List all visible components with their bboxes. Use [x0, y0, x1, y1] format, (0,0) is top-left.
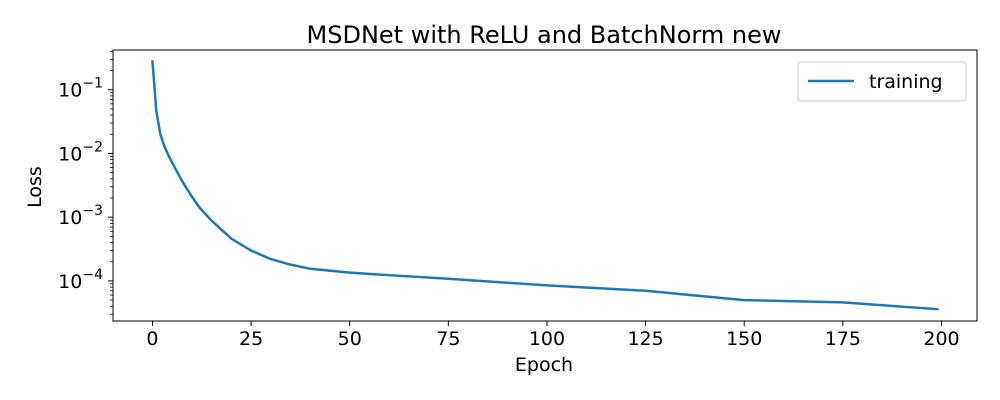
x-axis-label: Epoch [515, 354, 573, 376]
x-tick-label: 175 [825, 328, 861, 350]
legend-label-training: training [869, 71, 943, 93]
x-tick-label: 25 [239, 328, 263, 350]
x-axis: 0 25 50 75 100 125 150 175 200 [146, 321, 960, 350]
plot-frame [112, 49, 978, 322]
y-tick-label: 10−3 [58, 203, 103, 229]
y-tick-label: 10−4 [58, 267, 103, 293]
y-axis: 10−1 10−2 10−3 10−4 [58, 76, 113, 293]
series-layer [151, 59, 939, 311]
legend: training [797, 61, 967, 102]
y-tick-label: 10−1 [58, 76, 103, 102]
x-tick-label: 125 [627, 328, 663, 350]
x-tick-label: 0 [146, 328, 158, 350]
x-tick-label: 200 [923, 328, 959, 350]
series-line-training [151, 59, 939, 311]
chart-title: MSDNet with ReLU and BatchNorm new [307, 21, 782, 49]
legend-box [797, 61, 967, 102]
x-tick-label: 100 [529, 328, 565, 350]
x-tick-label: 50 [338, 328, 362, 350]
y-axis-label: Loss [24, 166, 46, 208]
x-tick-label: 75 [436, 328, 460, 350]
x-tick-label: 150 [726, 328, 762, 350]
y-tick-label: 10−2 [58, 139, 103, 165]
